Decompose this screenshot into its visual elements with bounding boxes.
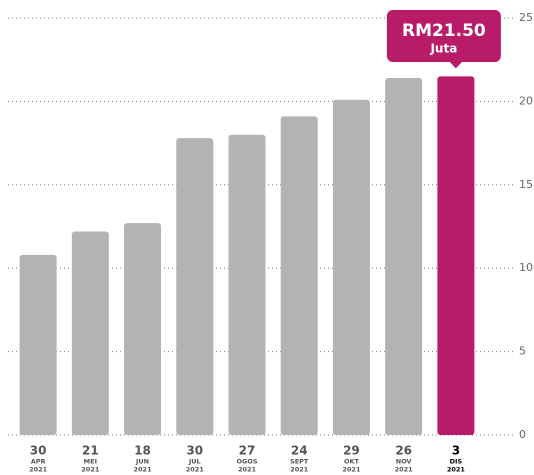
x-tick-label: NOV — [396, 458, 412, 466]
x-tick-label: 2021 — [342, 466, 361, 474]
y-tick-label: 10 — [519, 261, 533, 274]
bar — [437, 76, 475, 435]
bar — [385, 78, 423, 435]
x-tick-label: 29 — [343, 444, 360, 458]
x-tick-label: OKT — [344, 458, 360, 466]
bar — [280, 116, 318, 436]
x-tick-label: 18 — [134, 444, 151, 458]
x-tick-label: MEI — [84, 458, 97, 466]
x-tick-label: JUN — [135, 458, 149, 466]
x-tick-label: APR — [31, 458, 46, 466]
x-tick-label: 30 — [30, 444, 47, 458]
bar — [71, 231, 109, 435]
x-tick-label: 2021 — [134, 466, 153, 474]
x-tick-label: 2021 — [29, 466, 48, 474]
x-tick-label: 24 — [291, 444, 308, 458]
x-tick-label: 2021 — [81, 466, 100, 474]
x-tick-label: DIS — [450, 458, 463, 466]
bar — [228, 134, 266, 435]
y-tick-label: 25 — [519, 11, 533, 24]
x-tick-label: 2021 — [447, 466, 466, 474]
x-tick-label: 2021 — [238, 466, 257, 474]
bar — [176, 138, 214, 435]
callout-box — [386, 10, 501, 62]
y-tick-label: 15 — [519, 178, 533, 191]
x-tick-label: SEPT — [290, 458, 309, 466]
callout-subtext: Juta — [429, 42, 457, 56]
callout-pointer — [448, 61, 463, 69]
x-tick-label: 2021 — [290, 466, 309, 474]
x-tick-label: 21 — [82, 444, 99, 458]
y-tick-label: 5 — [519, 345, 526, 358]
x-tick-label: 26 — [395, 444, 412, 458]
x-tick-label: 30 — [186, 444, 203, 458]
bar — [124, 223, 162, 435]
x-tick-label: 27 — [239, 444, 256, 458]
x-tick-label: 2021 — [186, 466, 205, 474]
y-tick-label: 0 — [519, 428, 526, 441]
x-tick-label: 2021 — [395, 466, 414, 474]
x-tick-label: 3 — [452, 444, 460, 458]
callout-text: RM21.50 — [402, 21, 486, 41]
bar — [19, 254, 57, 435]
y-tick-label: 20 — [519, 94, 533, 107]
x-tick-label: JUL — [188, 458, 201, 466]
x-tick-label: OGOS — [236, 458, 257, 466]
bar — [332, 99, 370, 436]
